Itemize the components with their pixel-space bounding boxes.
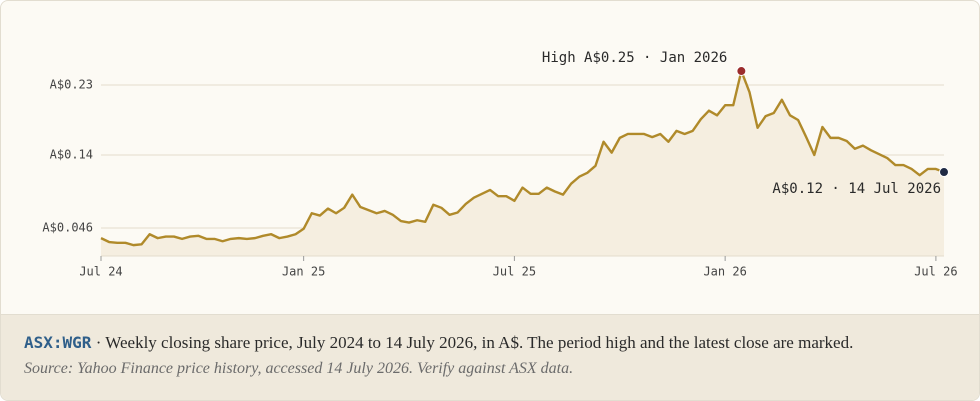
price-line bbox=[100, 69, 945, 247]
y-tick-label: A$0.14 bbox=[50, 147, 93, 161]
x-tick-label: Jul 26 bbox=[914, 265, 957, 279]
x-tick-label: Jan 26 bbox=[703, 265, 746, 279]
x-tick-label: Jul 25 bbox=[493, 265, 536, 279]
caption-text: · Weekly closing share price, July 2024 … bbox=[95, 333, 854, 352]
ticker: ASX:WGR bbox=[24, 333, 92, 352]
marker bbox=[939, 167, 949, 178]
x-tick-label: Jan 25 bbox=[282, 265, 325, 279]
x-tick-label: Jul 24 bbox=[79, 265, 122, 279]
source: Source: Yahoo Finance price history, acc… bbox=[24, 360, 574, 377]
area bbox=[101, 71, 944, 256]
caption-line: ASX:WGR · Weekly closing share price, Ju… bbox=[24, 333, 853, 353]
annotation: A$0.12 · 14 Jul 2026 bbox=[772, 181, 941, 197]
marker bbox=[736, 66, 747, 77]
y-tick-label: A$0.23 bbox=[50, 78, 93, 92]
y-tick-label: A$0.046 bbox=[42, 221, 93, 235]
caption: ASX:WGR · Weekly closing share price, Ju… bbox=[1, 314, 979, 400]
annotation: High A$0.25 · Jan 2026 bbox=[542, 50, 727, 66]
chart: A$0.046 A$0.14 A$0.23 Jul 24 Jan 25 Jul 25 Jan… bbox=[42, 50, 957, 279]
